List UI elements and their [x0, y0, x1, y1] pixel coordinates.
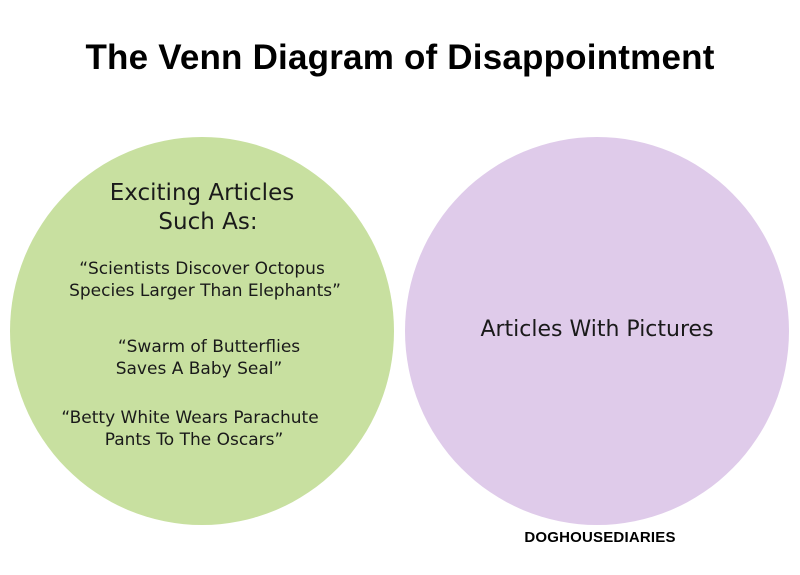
diagram-title: The Venn Diagram of Disappointment — [85, 38, 715, 77]
example-article: “Betty White Wears Parachute Pants To Th… — [10, 408, 370, 452]
example-article: “Scientists Discover Octopus Species Lar… — [10, 259, 394, 303]
example-article-line: “Swarm of Butterflies — [117, 337, 301, 357]
venn-circle-articles-with-pictures — [405, 137, 789, 525]
venn-circle-exciting-articles — [10, 137, 394, 525]
left-set-heading: Exciting Articles Such As: — [10, 179, 394, 238]
example-article-line: Saves A Baby Seal” — [115, 358, 283, 379]
example-article-line: Pants To The Oscars” — [104, 429, 284, 450]
example-article-line: “Betty White Wears Parachute — [61, 408, 319, 428]
left-set-heading-line: Exciting Articles — [109, 180, 295, 206]
example-article: “Swarm of Butterflies Saves A Baby Seal” — [10, 337, 394, 381]
right-set-label: Articles With Pictures — [480, 317, 714, 342]
example-article-line: Species Larger Than Elephants” — [69, 280, 341, 301]
left-set-heading-line: Such As: — [158, 209, 258, 236]
example-article-line: “Scientists Discover Octopus — [79, 259, 325, 279]
credit-watermark: DOGHOUSEDIARIES — [524, 529, 676, 546]
